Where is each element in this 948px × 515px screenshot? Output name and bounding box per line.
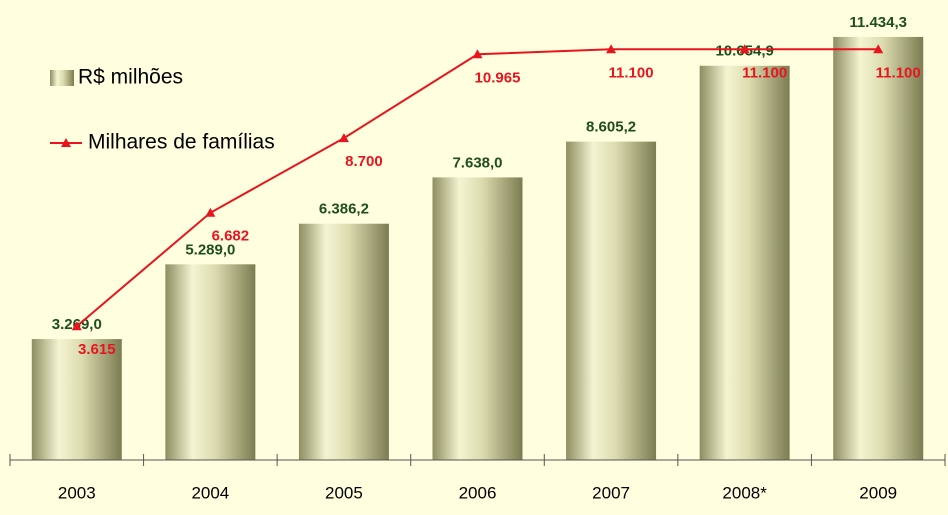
bar bbox=[31, 339, 122, 460]
x-tick-label: 2006 bbox=[459, 483, 497, 502]
x-tick-label: 2009 bbox=[859, 483, 897, 502]
bar bbox=[833, 36, 924, 460]
line-value-label: 11.100 bbox=[742, 64, 787, 81]
legend-label: Milhares de famílias bbox=[88, 131, 275, 154]
line-marker bbox=[739, 44, 750, 54]
x-tick-label: 2005 bbox=[325, 483, 363, 502]
x-tick-label: 2007 bbox=[592, 483, 630, 502]
line-value-label: 8.700 bbox=[345, 153, 383, 170]
line-value-label: 10.965 bbox=[475, 69, 521, 86]
x-tick-label: 2008* bbox=[722, 483, 767, 502]
x-tick-label: 2004 bbox=[191, 483, 229, 502]
bar-value-label: 11.434,3 bbox=[849, 14, 907, 31]
line-marker bbox=[472, 49, 483, 59]
line-marker bbox=[205, 207, 216, 217]
line-value-label: 6.682 bbox=[212, 228, 250, 245]
line-value-label: 11.100 bbox=[876, 64, 921, 81]
line-marker bbox=[873, 44, 884, 54]
bar bbox=[432, 177, 523, 461]
x-tick-label: 2003 bbox=[58, 483, 96, 502]
bar bbox=[699, 65, 790, 460]
bar-value-label: 7.638,0 bbox=[452, 154, 502, 171]
bar bbox=[298, 223, 389, 460]
legend-label: R$ milhões bbox=[78, 66, 183, 89]
line-marker bbox=[338, 133, 349, 143]
line-value-label: 3.615 bbox=[78, 341, 116, 358]
legend-swatch bbox=[50, 70, 74, 86]
line-marker bbox=[606, 44, 617, 54]
bar bbox=[566, 141, 657, 460]
line-marker bbox=[71, 321, 82, 331]
legend-marker bbox=[61, 138, 71, 147]
bar bbox=[165, 264, 256, 460]
bar-value-label: 5.289,0 bbox=[185, 241, 235, 258]
bar-value-label: 8.605,2 bbox=[586, 119, 636, 136]
bar-value-label: 6.386,2 bbox=[319, 201, 369, 218]
line-value-label: 11.100 bbox=[609, 64, 654, 81]
